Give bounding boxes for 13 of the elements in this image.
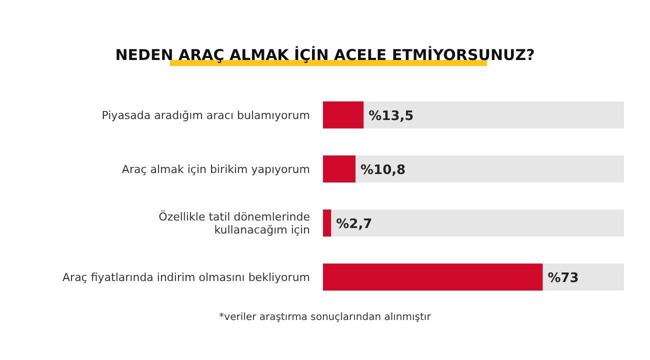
y-tick-label: Araç almak için birikim yapıyorum	[122, 162, 310, 176]
data-label: %10,8	[360, 162, 406, 178]
bar	[323, 210, 332, 237]
bar	[323, 101, 364, 128]
y-tick-label: Araç fiyatlarında indirim olmasını bekliyorum	[62, 270, 310, 284]
y-tick-label: Özellikle tatil dönemlerinde kullanacağım için	[158, 209, 310, 236]
data-label: %73	[548, 271, 579, 286]
chart-title: NEDEN ARAÇ ALMAK İÇİN ACELE ETMİYORSUNUZ?	[115, 46, 535, 64]
bar	[323, 155, 356, 182]
data-label: %2,7	[336, 217, 372, 232]
text: *veriler araştırma sonuçlarından alınmıştır	[219, 312, 432, 323]
y-tick-label: Piyasada aradığım aracı bulamıyorum	[102, 108, 310, 122]
data-label: %13,5	[368, 108, 414, 124]
